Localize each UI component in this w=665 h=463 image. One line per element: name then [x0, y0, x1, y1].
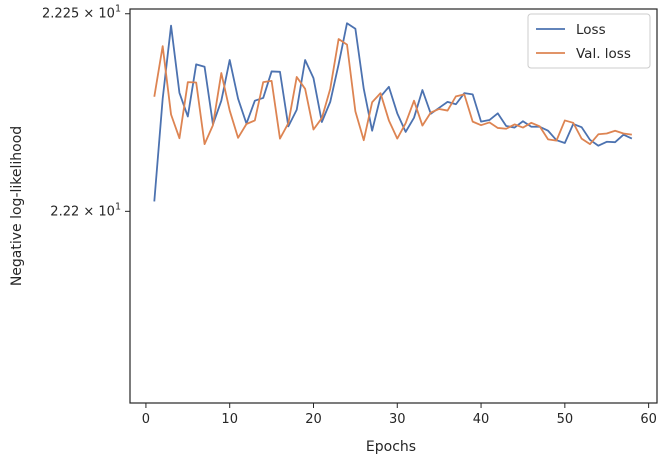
- series-layer: [153, 22, 633, 202]
- legend-box: [527, 13, 651, 69]
- y-axis-label: Negative log-likelihood: [9, 126, 25, 286]
- x-tick-label: 60: [640, 412, 657, 427]
- x-tick-label: 20: [305, 412, 322, 427]
- legend-label-loss: Loss: [576, 22, 606, 38]
- y-tick-label: 2.22 × 101: [50, 201, 121, 219]
- series-line-val-loss: [153, 38, 632, 146]
- x-tick-label: 0: [142, 412, 150, 427]
- y-tick-label: 2.225 × 101: [42, 4, 121, 22]
- x-tick-label: 50: [557, 412, 574, 427]
- x-tick-label: 10: [221, 412, 238, 427]
- legend-label-val-loss: Val. loss: [576, 46, 631, 62]
- x-axis-label: Epochs: [366, 439, 416, 455]
- series-line-loss: [153, 22, 633, 202]
- plot-area: [129, 8, 658, 404]
- x-axis: 0 10 20 30 40 50 60: [142, 403, 657, 427]
- x-tick-label: 40: [473, 412, 490, 427]
- x-tick-label: 30: [389, 412, 406, 427]
- legend: Loss Val. loss: [527, 13, 651, 69]
